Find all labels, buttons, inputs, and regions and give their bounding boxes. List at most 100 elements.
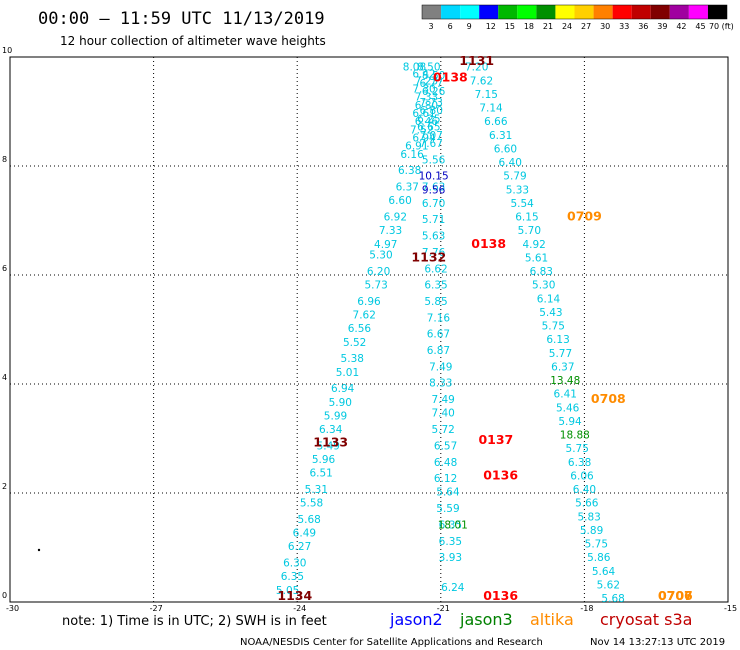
- wave-height-label: 5.64: [436, 487, 460, 499]
- x-tick-label: -24: [293, 604, 306, 613]
- wave-height-label: 6.56: [348, 323, 372, 335]
- wave-height-label: 6.16: [400, 149, 424, 161]
- wave-height-label: 5.33: [506, 184, 529, 196]
- colorbar-label: 3: [429, 22, 434, 31]
- colorbar-swatch: [669, 5, 689, 19]
- colorbar-swatch: [555, 5, 575, 19]
- pass-time-label: 0708: [591, 391, 626, 406]
- wave-height-label: 5.30: [369, 250, 392, 262]
- wave-height-label: 5.56: [422, 154, 446, 166]
- pass-time-label: 1131: [459, 53, 494, 68]
- colorbar-label: 12: [486, 22, 496, 31]
- colorbar-legend: 3 6 9 12 15 18 21 24 27 30 33 36 39 42 45 70 (ft): [421, 4, 734, 31]
- chart-grid: [10, 57, 728, 602]
- wave-height-label: 4.97: [374, 239, 397, 251]
- wave-height-label: 6.91: [405, 141, 428, 153]
- wave-height-label: 6.80: [420, 105, 443, 117]
- wave-height-label: 5.05: [276, 585, 299, 597]
- pass-time-label: 0138: [471, 236, 506, 251]
- wave-height-label: 7.73: [420, 97, 443, 109]
- colorbar-label: 42: [676, 22, 686, 31]
- wave-height-label: 6.83: [530, 266, 553, 278]
- pass-time-label: 0707: [658, 588, 693, 603]
- wave-height-label: 7.07: [420, 130, 443, 142]
- colorbar-swatch: [707, 5, 727, 19]
- wave-height-label: 6.25: [417, 113, 440, 125]
- pass-time-label: 0137: [478, 432, 513, 447]
- wave-height-label: 5.85: [424, 296, 447, 308]
- satellite-name: altika: [530, 610, 574, 629]
- wave-height-label: 7.30: [412, 83, 435, 95]
- wave-height-label: 5.68: [297, 514, 320, 526]
- x-tick-label: -15: [724, 604, 737, 613]
- colorbar-swatch: [650, 5, 670, 19]
- wave-height-label: 6.35: [439, 536, 462, 548]
- satellite-name: jason3: [459, 610, 513, 629]
- wave-height-label: 6.94: [331, 383, 355, 395]
- wave-height-label: 6.80: [415, 100, 438, 112]
- wave-height-label: 6.77: [420, 78, 443, 90]
- footnote: note: 1) Time is in UTC; 2) SWH is in fe…: [62, 614, 327, 629]
- wave-height-label: 7.67: [420, 138, 443, 150]
- stray-dot: [37, 548, 41, 552]
- wave-height-label: 6.34: [319, 424, 343, 436]
- wave-height-label: 6.13: [546, 334, 569, 346]
- colorbar-swatch: [517, 5, 537, 19]
- x-tick-label: -30: [6, 604, 19, 613]
- wave-height-label: 6.14: [537, 293, 561, 305]
- colorbar-label: 18: [524, 22, 534, 31]
- wave-height-label: 7.16: [427, 312, 451, 324]
- wave-height-label: 6.40: [499, 157, 522, 169]
- y-tick-label: 6: [2, 264, 7, 273]
- wave-height-label: 5.31: [305, 484, 328, 496]
- satellite-legend: jason2 jason3 altika cryosat s3a: [389, 610, 692, 629]
- y-tick-label: 8: [2, 155, 7, 164]
- wave-height-label: 5.64: [592, 566, 616, 578]
- wave-height-label: 5.61: [525, 252, 548, 264]
- wave-height-label: 5.49: [317, 440, 340, 452]
- wave-height-label: 7.20: [465, 62, 488, 74]
- colorbar-swatch: [574, 5, 594, 19]
- colorbar-swatch: [498, 5, 518, 19]
- y-tick-label: 2: [2, 482, 7, 491]
- wave-height-label: 7.23: [415, 75, 438, 87]
- pass-time-label: 0706: [658, 588, 693, 603]
- wave-height-label: 10.15: [419, 171, 449, 183]
- wave-height-label: 13.48: [550, 375, 580, 387]
- x-tick-label: -27: [150, 604, 163, 613]
- wave-height-label: 6.60: [388, 195, 411, 207]
- wave-height-label: 5.73: [364, 280, 387, 292]
- wave-height-label: 5.38: [341, 353, 364, 365]
- time-labels: 1131 0138 0138 1132 0709 0708 1133 0137 0136 1134…: [277, 53, 693, 603]
- wave-height-label: 18.88: [560, 430, 590, 442]
- wave-height-label: 6.30: [283, 558, 306, 570]
- colorbar-swatch: [631, 5, 651, 19]
- colorbar-swatch: [688, 5, 708, 19]
- wave-height-label: 5.43: [539, 307, 562, 319]
- pass-time-label: 0709: [567, 209, 602, 224]
- wave-height-label: 7.63: [422, 182, 445, 194]
- colorbar-label: 30: [600, 22, 610, 31]
- wave-height-label: 7.14: [479, 103, 503, 115]
- wave-height-label: 6.96: [357, 296, 381, 308]
- wave-height-label: 5.86: [587, 552, 611, 564]
- credit-text: NOAA/NESDIS Center for Satellite Applica…: [240, 637, 543, 648]
- wave-height-label: 6.15: [515, 212, 538, 224]
- wave-height-label: 6.57: [434, 440, 457, 452]
- pass-time-label: 1133: [313, 435, 348, 450]
- wave-height-label: 5.75: [542, 321, 565, 333]
- wave-height-label: 5.72: [431, 424, 454, 436]
- wave-height-label: 7.33: [415, 92, 438, 104]
- wave-height-label: 6.38: [398, 165, 421, 177]
- wave-height-label: 6.87: [427, 345, 450, 357]
- y-axis-ticks: 0 2 4 6 8 10: [2, 46, 12, 600]
- wave-height-label: 6.42: [412, 69, 435, 81]
- x-tick-label: -18: [580, 604, 593, 613]
- wave-height-label: 7.62: [470, 75, 493, 87]
- wave-height-label: 5.75: [585, 539, 608, 551]
- wave-height-label: 5.71: [422, 214, 445, 226]
- wave-height-label: 6.65: [417, 122, 440, 134]
- wave-height-label: 5.58: [300, 498, 323, 510]
- colorbar-swatch: [460, 5, 480, 19]
